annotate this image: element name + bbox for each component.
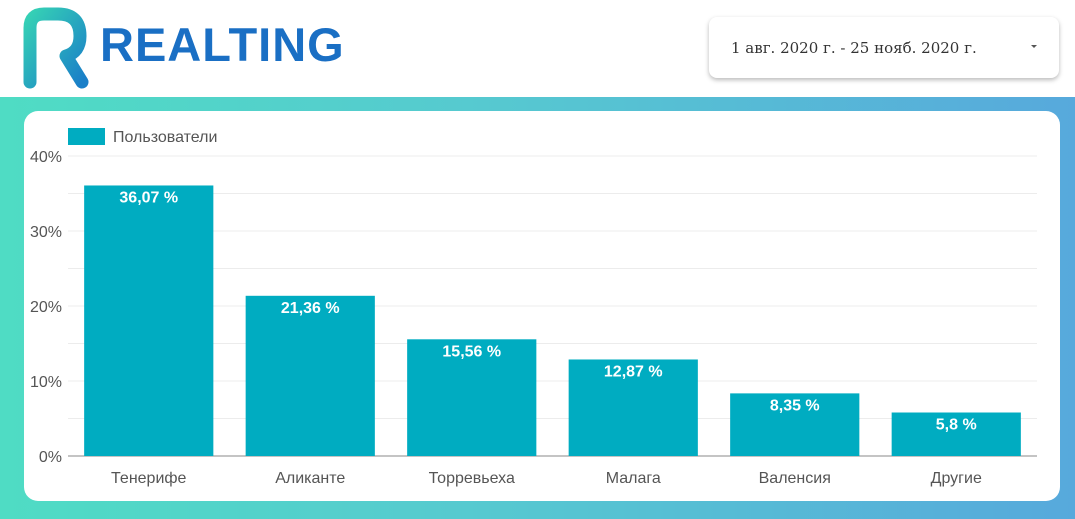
bar [84, 185, 214, 456]
data-label: 12,87 % [604, 363, 663, 380]
x-tick-label: Другие [931, 470, 982, 487]
y-tick-label: 20% [30, 299, 62, 316]
legend-swatch [68, 128, 105, 145]
header: REALTING 1 авг. 2020 г. - 25 нояб. 2020 … [0, 0, 1075, 97]
data-label: 8,35 % [770, 397, 820, 414]
bar [407, 339, 537, 456]
realting-logo-icon [23, 7, 89, 89]
y-tick-label: 10% [30, 374, 62, 391]
date-range-picker[interactable]: 1 авг. 2020 г. - 25 нояб. 2020 г. [709, 17, 1059, 78]
x-tick-label: Торревьеха [429, 470, 515, 487]
caret-down-icon[interactable] [1031, 45, 1037, 48]
bar [730, 393, 860, 456]
data-label: 36,07 % [119, 189, 178, 206]
chart-card: 0% 10% 20% 30% 40% Пользователи 36,07 % Тенериф… [24, 111, 1060, 501]
logo-text: REALTING [100, 18, 345, 71]
data-label: 15,56 % [442, 343, 501, 360]
x-tick-label: Тенерифе [111, 470, 187, 487]
data-label: 21,36 % [281, 300, 340, 317]
bar [891, 412, 1021, 456]
bar [245, 295, 375, 456]
x-tick-label: Валенсия [759, 470, 831, 487]
x-tick-label: Аликанте [275, 470, 345, 487]
legend-label: Пользователи [113, 129, 217, 146]
bar-chart: 0% 10% 20% 30% 40% Пользователи 36,07 % Тенериф… [30, 128, 1037, 487]
x-tick-label: Малага [606, 470, 661, 487]
y-tick-label: 30% [30, 224, 62, 241]
date-range-text: 1 авг. 2020 г. - 25 нояб. 2020 г. [731, 39, 977, 57]
data-label: 5,8 % [936, 417, 977, 434]
bar [568, 359, 698, 456]
y-tick-label: 0% [39, 449, 62, 466]
y-tick-label: 40% [30, 149, 62, 166]
